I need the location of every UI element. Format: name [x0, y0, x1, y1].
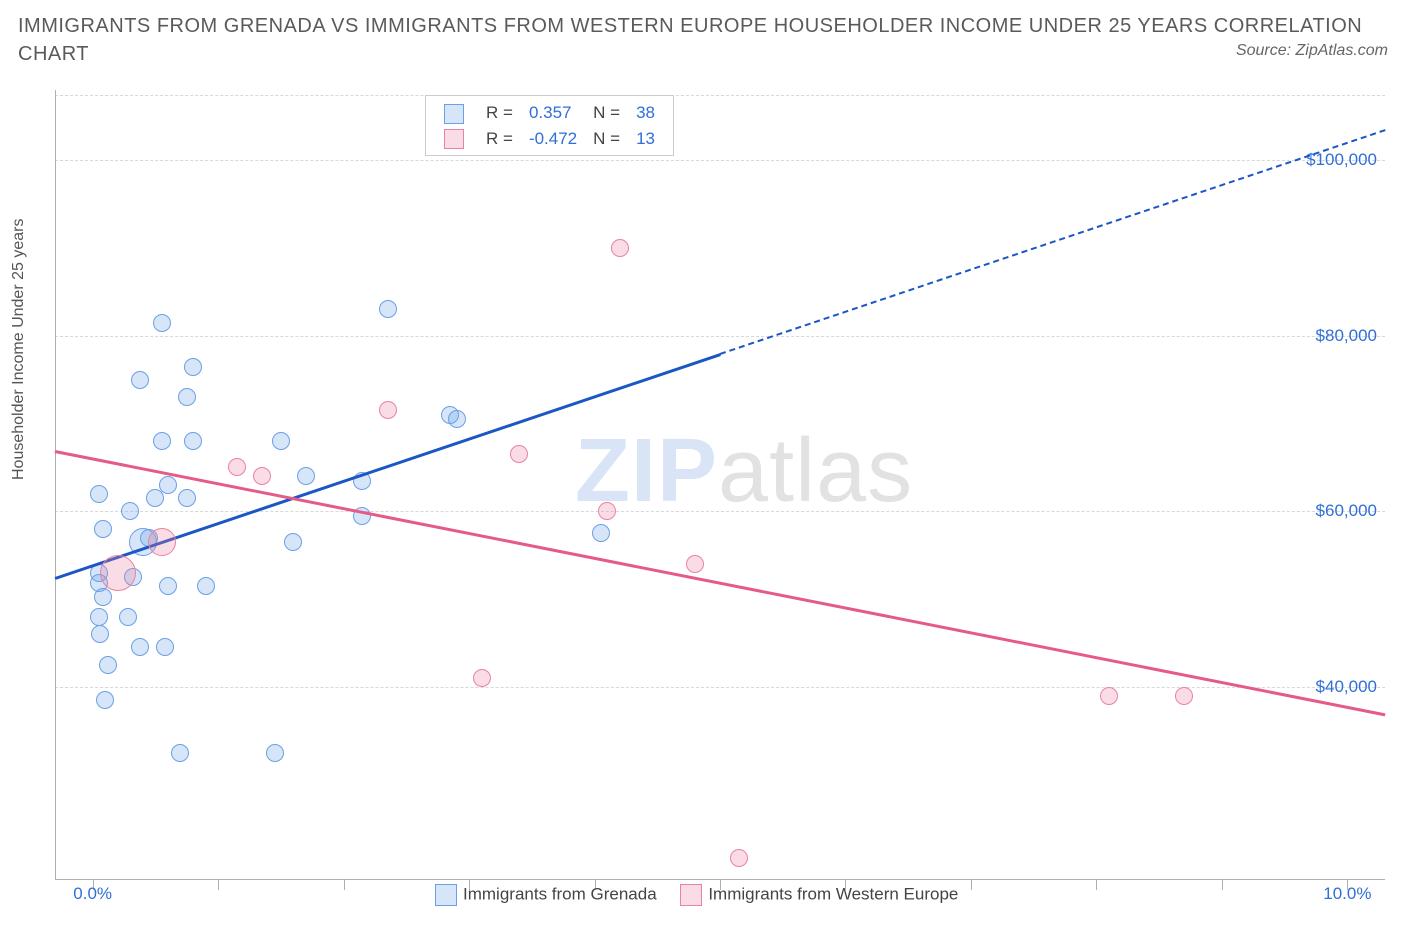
legend-n-label: N =	[585, 126, 628, 152]
data-point	[159, 577, 177, 595]
data-point	[266, 744, 284, 762]
gridline	[55, 160, 1385, 161]
data-point	[448, 410, 466, 428]
data-point	[90, 485, 108, 503]
data-point	[253, 467, 271, 485]
data-point	[153, 432, 171, 450]
y-tick-label: $80,000	[1316, 326, 1377, 346]
data-point	[100, 555, 136, 591]
data-point	[598, 502, 616, 520]
legend-r-label: R =	[478, 126, 521, 152]
data-point	[184, 358, 202, 376]
legend-series-name: Immigrants from Western Europe	[708, 884, 958, 903]
legend-n-value: 13	[628, 126, 663, 152]
legend-swatch	[444, 104, 464, 124]
legend-swatch	[680, 884, 702, 906]
data-point	[94, 588, 112, 606]
x-tick	[218, 880, 219, 890]
trend-line	[720, 130, 1386, 356]
legend-swatch	[435, 884, 457, 906]
data-point	[1175, 687, 1193, 705]
trend-line	[55, 450, 1385, 716]
x-tick	[1222, 880, 1223, 890]
chart-title: IMMIGRANTS FROM GRENADA VS IMMIGRANTS FR…	[18, 12, 1388, 68]
data-point	[171, 744, 189, 762]
data-point	[473, 669, 491, 687]
data-point	[96, 691, 114, 709]
watermark-light: atlas	[718, 421, 913, 521]
data-point	[228, 458, 246, 476]
y-axis	[55, 90, 56, 880]
data-point	[156, 638, 174, 656]
data-point	[184, 432, 202, 450]
x-tick	[971, 880, 972, 890]
data-point	[686, 555, 704, 573]
data-point	[148, 528, 176, 556]
data-point	[121, 502, 139, 520]
data-point	[131, 638, 149, 656]
data-point	[91, 625, 109, 643]
series-legend: Immigrants from Grenada Immigrants from …	[435, 884, 958, 906]
y-tick-label: $60,000	[1316, 501, 1377, 521]
x-tick-label: 10.0%	[1323, 884, 1371, 904]
stats-legend: R =0.357N =38 R =-0.472N =13	[425, 95, 674, 156]
data-point	[94, 520, 112, 538]
legend-r-value: -0.472	[521, 126, 585, 152]
data-point	[178, 489, 196, 507]
data-point	[131, 371, 149, 389]
x-tick	[1096, 880, 1097, 890]
data-point	[284, 533, 302, 551]
x-tick-label: 0.0%	[73, 884, 112, 904]
data-point	[272, 432, 290, 450]
data-point	[510, 445, 528, 463]
legend-series-name: Immigrants from Grenada	[463, 884, 657, 903]
watermark: ZIPatlas	[575, 420, 913, 523]
data-point	[592, 524, 610, 542]
legend-r-value: 0.357	[521, 100, 585, 126]
data-point	[90, 608, 108, 626]
data-point	[297, 467, 315, 485]
data-point	[99, 656, 117, 674]
y-tick-label: $40,000	[1316, 677, 1377, 697]
data-point	[379, 401, 397, 419]
data-point	[119, 608, 137, 626]
data-point	[1100, 687, 1118, 705]
legend-swatch	[444, 129, 464, 149]
data-point	[611, 239, 629, 257]
watermark-bold: ZIP	[575, 421, 718, 521]
data-point	[178, 388, 196, 406]
x-tick	[344, 880, 345, 890]
source-attribution: Source: ZipAtlas.com	[1236, 42, 1388, 60]
data-point	[146, 489, 164, 507]
data-point	[197, 577, 215, 595]
legend-n-value: 38	[628, 100, 663, 126]
gridline	[55, 95, 1385, 96]
y-axis-label: Householder Income Under 25 years	[10, 219, 28, 480]
legend-n-label: N =	[585, 100, 628, 126]
data-point	[379, 300, 397, 318]
data-point	[730, 849, 748, 867]
gridline	[55, 336, 1385, 337]
scatter-correlation-chart: ZIPatlas $40,000$60,000$80,000$100,0000.…	[55, 90, 1385, 880]
data-point	[153, 314, 171, 332]
legend-r-label: R =	[478, 100, 521, 126]
